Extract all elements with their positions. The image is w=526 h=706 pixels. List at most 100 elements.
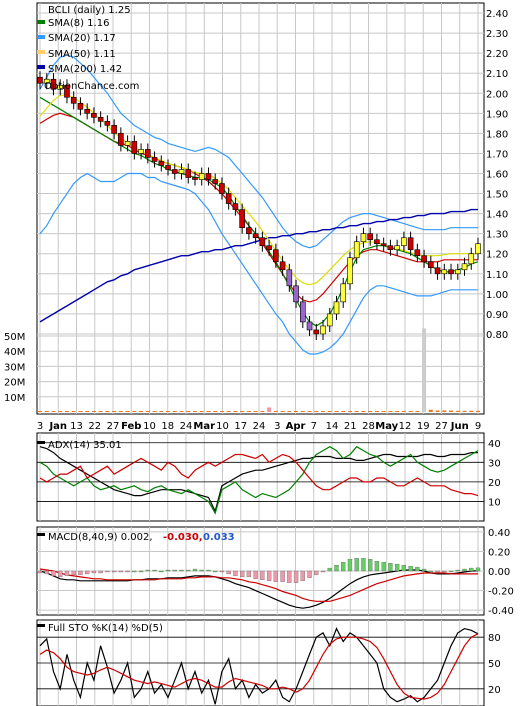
macd-histogram-bar xyxy=(186,569,191,572)
volume-bar xyxy=(294,411,299,412)
candle-body xyxy=(360,233,367,242)
macd-histogram-bar xyxy=(44,570,49,575)
candle-body xyxy=(138,149,144,154)
macd-histogram-bar xyxy=(448,570,454,573)
price-tick-label: 1.40 xyxy=(486,210,508,221)
sto-title: Full STO %K(14) %D(5) xyxy=(48,623,163,634)
indicator-tick-label: 20 xyxy=(488,478,501,489)
candle-body xyxy=(198,173,205,180)
candle-body xyxy=(286,269,293,287)
volume-tick-label: 30M xyxy=(4,362,25,373)
x-tick-label: 12 xyxy=(399,421,412,432)
volume-bar xyxy=(112,411,117,412)
volume-bar xyxy=(132,411,137,412)
candle-body xyxy=(97,117,104,122)
price-tick-label: 2.20 xyxy=(486,49,508,60)
volume-bar xyxy=(139,411,144,412)
candle-body xyxy=(340,283,347,303)
candle-body xyxy=(171,169,178,174)
volume-bar xyxy=(476,410,480,412)
legend-sma50: SMA(50) 1.11 xyxy=(48,49,116,60)
price-tick-label: 1.00 xyxy=(486,290,508,301)
candle-body xyxy=(468,253,475,265)
indicator-tick-label: 50 xyxy=(488,659,501,670)
volume-bar xyxy=(449,410,454,412)
volume-bar xyxy=(233,411,238,412)
volume-bar xyxy=(415,411,420,412)
legend-swatch-sma8 xyxy=(37,20,45,24)
macd-histogram-bar xyxy=(145,569,150,572)
indicator-line--d xyxy=(39,633,479,700)
candle-body xyxy=(407,237,414,251)
volume-bar xyxy=(388,411,393,412)
candle-body xyxy=(421,255,427,263)
volume-bar xyxy=(287,411,292,412)
volume-bar xyxy=(172,411,177,412)
macd-histogram-bar xyxy=(462,568,467,572)
indicator-tick-label: 40 xyxy=(488,439,501,450)
indicator-line--di xyxy=(39,445,479,515)
volume-bar xyxy=(408,411,413,412)
macd-histogram-bar xyxy=(266,570,272,581)
legend-swatch-sma20 xyxy=(37,35,45,39)
indicator-tick-label: 0.20 xyxy=(488,547,510,558)
candle-body xyxy=(192,177,198,180)
candle-body xyxy=(333,301,340,315)
x-tick-label: 9 xyxy=(475,421,481,432)
macd-histogram-bar xyxy=(118,570,124,573)
indicator-line-signal xyxy=(39,568,478,602)
legend-sma200: SMA(200) 1.42 xyxy=(48,64,122,75)
candle-body xyxy=(205,173,212,180)
macd-histogram-bar xyxy=(408,565,413,572)
price-tick-label: 1.20 xyxy=(486,250,508,261)
indicator-tick-label: -0.20 xyxy=(488,587,514,598)
volume-tick-label: 20M xyxy=(4,378,25,389)
candle-body xyxy=(320,325,326,335)
macd-histogram-bar xyxy=(71,570,76,576)
macd-histogram-bar xyxy=(159,570,164,573)
price-tick-label: 1.60 xyxy=(486,170,508,181)
macd-histogram-bar xyxy=(273,570,278,582)
candle-body xyxy=(353,241,360,259)
sma8-line xyxy=(39,96,479,327)
candle-body xyxy=(461,263,468,271)
candle-body xyxy=(219,183,225,194)
volume-bar xyxy=(98,411,103,412)
volume-bar xyxy=(462,410,467,412)
macd-hist-value: 0.033 xyxy=(203,532,235,543)
macd-histogram-bar xyxy=(219,570,225,573)
macd-histogram-bar xyxy=(475,567,481,572)
candle-body xyxy=(367,233,373,240)
macd-histogram-bar xyxy=(98,570,103,574)
candle-body xyxy=(57,84,64,90)
candle-body xyxy=(306,321,313,331)
adx-title: ADX(14) 35.01 xyxy=(48,440,122,451)
x-tick-label: 10 xyxy=(143,421,156,432)
volume-bar xyxy=(105,411,110,412)
macd-histogram-bar xyxy=(233,570,238,577)
price-tick-label: 1.30 xyxy=(486,230,508,241)
price-tick-label: 1.70 xyxy=(486,149,508,160)
volume-bar xyxy=(321,411,326,412)
adx-panel-frame xyxy=(36,432,485,522)
volume-tick-label: 10M xyxy=(4,393,25,404)
volume-bar xyxy=(455,410,460,412)
macd-signal-value: -0.030, xyxy=(163,532,203,543)
volume-bar xyxy=(199,411,204,412)
volume-bar xyxy=(206,411,211,412)
macd-histogram-bar xyxy=(334,564,339,572)
macd-histogram-bar xyxy=(368,559,373,572)
candle-body xyxy=(394,245,400,251)
macd-histogram-bar xyxy=(138,570,144,573)
volume-bar xyxy=(435,410,440,412)
x-tick-label: May xyxy=(375,421,398,432)
x-tick-label: 7 xyxy=(311,421,317,432)
candle-body xyxy=(185,169,192,178)
candle-body xyxy=(299,301,306,323)
volume-bar xyxy=(44,411,49,412)
indicator-tick-label: -0.40 xyxy=(488,606,514,617)
macd-histogram-bar xyxy=(253,570,258,579)
legend-swatch-sma50 xyxy=(37,50,45,54)
macd-histogram-bar xyxy=(226,570,231,575)
legend-swatch-sma200 xyxy=(37,65,45,69)
